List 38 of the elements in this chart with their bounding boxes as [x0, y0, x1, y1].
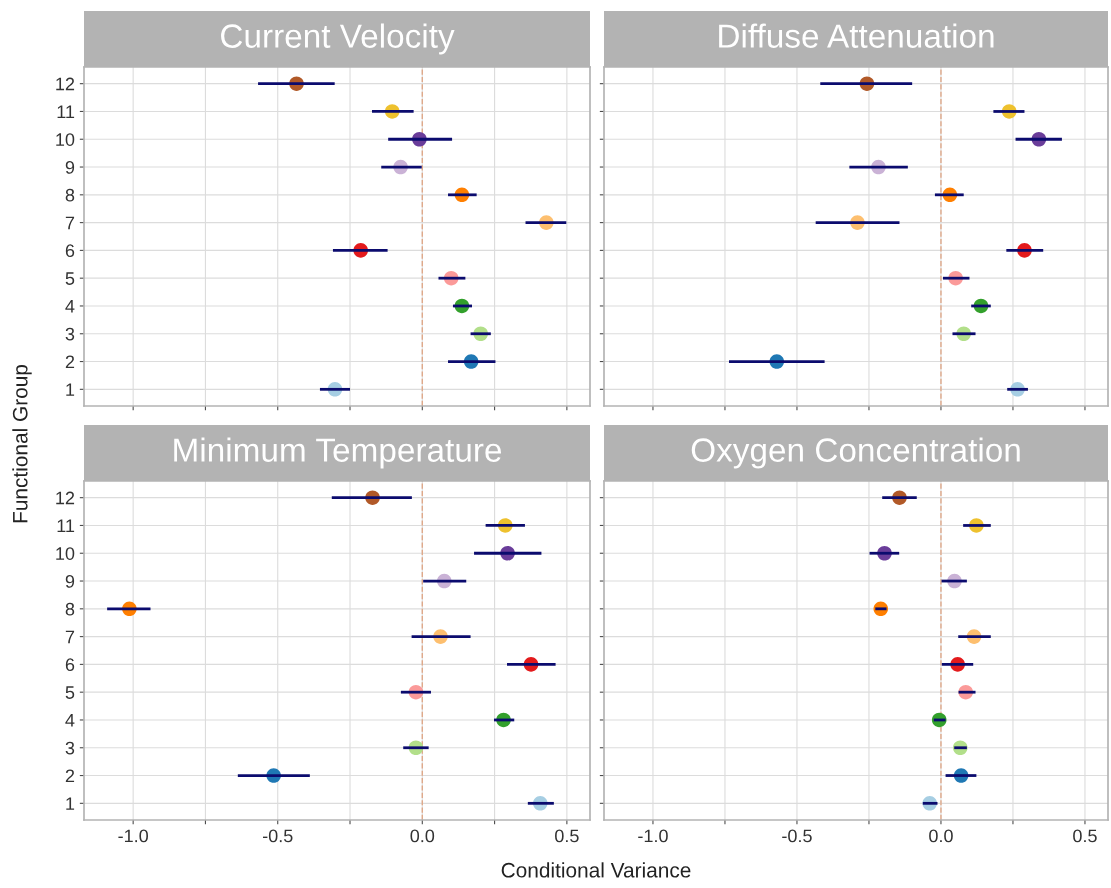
x-tick-label: -0.5 [782, 829, 812, 843]
y-tick-label: 2 [65, 355, 75, 369]
x-tick-label: 0.0 [929, 829, 953, 843]
x-tick-label: 0.5 [1073, 829, 1097, 843]
y-tick-label: 1 [66, 383, 75, 396]
y-axis-title: Functional Group [12, 364, 32, 523]
y-tick-label: 6 [65, 658, 75, 672]
x-axis-title: Conditional Variance [501, 862, 691, 878]
x-tick-label: -1.0 [638, 829, 668, 843]
y-tick-label: 12 [56, 77, 75, 91]
x-tick-label: -0.5 [262, 829, 293, 843]
x-tick-label: -1.0 [118, 829, 149, 843]
y-tick-label: 9 [65, 574, 75, 588]
y-tick-label: 2 [65, 769, 75, 783]
y-tick-label: 11 [57, 105, 75, 118]
y-tick-label: 3 [65, 327, 75, 341]
y-tick-label: 5 [65, 272, 75, 285]
y-tick-label: 10 [56, 133, 75, 146]
chart-title: Minimum Temperature [174, 437, 502, 469]
y-tick-label: 8 [65, 188, 75, 202]
chart-title: Oxygen Concentration [691, 437, 1020, 469]
y-tick-label: 9 [65, 160, 75, 174]
y-tick-label: 8 [65, 602, 75, 616]
y-tick-label: 3 [65, 741, 75, 755]
x-tick-label: 0.0 [410, 829, 435, 843]
y-tick-label: 10 [56, 547, 75, 560]
y-tick-label: 1 [66, 797, 75, 810]
y-tick-label: 6 [65, 244, 75, 258]
y-tick-label: 4 [65, 300, 75, 313]
chart-title: Current Velocity [221, 23, 455, 55]
x-tick-label: 0.5 [555, 829, 579, 843]
y-tick-label: 12 [56, 491, 75, 505]
y-tick-label: 7 [65, 630, 75, 644]
chart-title: Diffuse Attenuation [719, 23, 994, 48]
y-tick-label: 7 [65, 216, 75, 230]
y-tick-label: 11 [57, 519, 75, 532]
y-tick-label: 4 [65, 714, 75, 727]
y-tick-label: 5 [65, 686, 75, 699]
